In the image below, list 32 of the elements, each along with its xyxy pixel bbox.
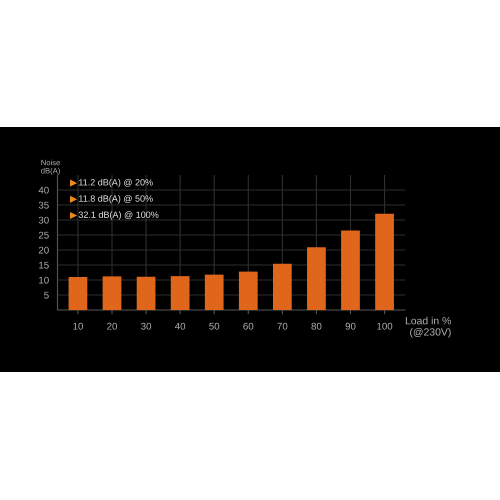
bar — [68, 277, 88, 310]
x-tick-label: 10 — [73, 322, 83, 330]
bar — [238, 272, 258, 310]
y-tick-label: 40 — [38, 186, 49, 194]
bar — [375, 214, 394, 310]
bar — [272, 264, 292, 310]
bar — [204, 274, 224, 310]
x-tick-label: 60 — [243, 322, 254, 330]
bar — [307, 247, 326, 310]
bar — [170, 276, 190, 310]
y-tick-label: 15 — [39, 262, 49, 269]
x-tick-label: 80 — [311, 322, 322, 330]
x-tick-label: 90 — [346, 322, 356, 330]
x-tick-label: 50 — [209, 322, 220, 330]
x-tick-label: 100 — [377, 322, 392, 330]
bar — [136, 276, 156, 310]
bar — [102, 276, 122, 310]
y-tick-label: 5 — [44, 292, 49, 299]
annotation: 11.8 dB(A) @ 50% — [79, 195, 153, 204]
y-tick-label: 30 — [38, 216, 49, 224]
x-tick-label: 40 — [174, 322, 186, 330]
y-tick-label: 10 — [39, 276, 49, 284]
x-tick-label: 70 — [277, 322, 288, 330]
annotation: 11.2 dB(A) @ 20% — [79, 178, 153, 188]
y-tick-label: 20 — [38, 246, 49, 254]
y-tick-label: 25 — [38, 232, 49, 239]
bar — [341, 230, 360, 310]
x-tick-label: 20 — [107, 322, 118, 330]
x-axis-title: Load in % (@230V) — [406, 316, 451, 338]
y-tick-label: 35 — [38, 202, 49, 209]
x-tick-label: 30 — [141, 322, 152, 330]
annotation: 32.1 dB(A) @ 100% — [78, 211, 158, 220]
